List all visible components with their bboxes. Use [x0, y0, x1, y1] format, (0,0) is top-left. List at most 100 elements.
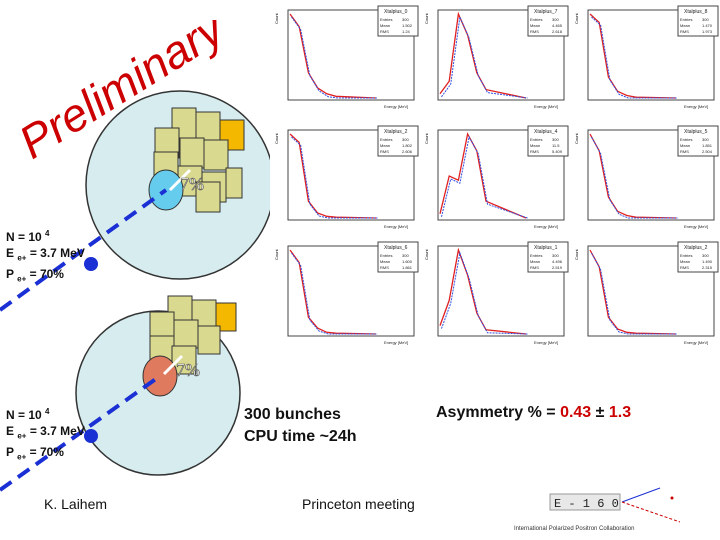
- stats-entries-label: Entries: [680, 17, 692, 22]
- p-line-bottom: P e+ = 70%: [6, 445, 64, 462]
- stats-rms: 2.504: [702, 149, 713, 154]
- y-axis-label: Count: [574, 12, 579, 24]
- x-axis-label: Energy [MeV]: [534, 224, 558, 229]
- stats-rms-label: RMS: [530, 149, 539, 154]
- histogram-panel: Xtalplus_6 Entries 300 Mean 1.600 RMS 1.861 Ene…: [274, 240, 424, 355]
- histogram-svg: Xtalplus_7 Entries 300 Mean 4.465 RMS 2.618 Ene…: [424, 5, 569, 109]
- stats-entries: 300: [552, 253, 559, 258]
- histogram-svg: Xtalplus_2 Entries 300 Mean 1.802 RMS 2.606 Ene…: [274, 125, 419, 229]
- y-axis-label: Count: [574, 132, 579, 144]
- stats-mean-label: Mean: [380, 259, 390, 264]
- x-axis-label: Energy [MeV]: [384, 340, 408, 345]
- histogram-panel: Xtalplus_0 Entries 300 Mean 1.502 RMS 1.24 Ener…: [274, 4, 424, 119]
- x-axis-label: Energy [MeV]: [384, 224, 408, 229]
- stats-entries-label: Entries: [530, 17, 542, 22]
- x-axis-label: Energy [MeV]: [534, 340, 558, 345]
- stats-rms: 1.24: [402, 29, 411, 34]
- stats-entries-label: Entries: [530, 137, 542, 142]
- params-top: N = 10 4 E e+ = 3.7 MeV P e+ = 70%: [6, 226, 85, 288]
- y-axis-label: Count: [424, 248, 429, 260]
- histogram-svg: Xtalplus_4 Entries 300 Mean 11.5 RMS 5.409 Ener…: [424, 125, 569, 229]
- x-axis-label: Energy [MeV]: [384, 104, 408, 109]
- stats-box: [677, 5, 719, 37]
- stats-box: [527, 125, 569, 157]
- beam-line-top: [0, 188, 168, 312]
- y-axis-label: Count: [274, 248, 279, 260]
- stats-entries: 300: [402, 253, 409, 258]
- stats-mean-label: Mean: [380, 23, 390, 28]
- params-bottom: N = 10 4 E e+ = 3.7 MeV P e+ = 70%: [6, 404, 85, 466]
- stats-entries-label: Entries: [530, 253, 542, 258]
- stats-title: Xtalplus_2: [684, 245, 708, 251]
- e160-logo: E - 1 6 0 International Polarized Positr…: [510, 486, 700, 536]
- stats-entries-label: Entries: [680, 137, 692, 142]
- stats-mean: 4.465: [552, 23, 563, 28]
- stats-title: Xtalplus_4: [534, 129, 558, 135]
- stats-title: Xtalplus_7: [534, 9, 558, 15]
- stats-entries: 300: [402, 137, 409, 142]
- histogram-series-red: [289, 13, 377, 99]
- histogram-series-blue: [291, 136, 378, 219]
- x-axis-label: Energy [MeV]: [684, 104, 708, 109]
- stats-box: [377, 5, 419, 37]
- stats-rms-label: RMS: [680, 29, 689, 34]
- histogram-svg: Xtalplus_6 Entries 300 Mean 1.600 RMS 1.861 Ene…: [274, 241, 419, 345]
- histogram-series-blue: [591, 16, 678, 99]
- y-axis-label: Count: [274, 132, 279, 144]
- histogram-series-blue: [441, 15, 528, 99]
- histogram-series-blue: [291, 252, 378, 335]
- histogram-panel: Xtalplus_7 Entries 300 Mean 4.465 RMS 2.618 Ene…: [424, 4, 574, 119]
- percent-label-top: 7%: [180, 174, 205, 195]
- histogram-grid: Xtalplus_0 Entries 300 Mean 1.502 RMS 1.24 Ener…: [270, 0, 720, 355]
- histogram-svg: Xtalplus_5 Entries 300 Mean 1.851 RMS 2.504 Ene…: [574, 125, 719, 229]
- histogram-series-blue: [441, 135, 528, 219]
- histogram-series-blue: [441, 251, 528, 335]
- stats-rms-label: RMS: [530, 265, 539, 270]
- stats-entries: 300: [552, 17, 559, 22]
- y-axis-label: Count: [574, 248, 579, 260]
- stats-box: [527, 241, 569, 273]
- stats-rms: 2.519: [552, 265, 563, 270]
- histogram-svg: Xtalplus_8 Entries 300 Mean 1.470 RMS 1.973 Ene…: [574, 5, 719, 109]
- asymmetry-label: Asymmetry % =: [436, 404, 561, 421]
- stats-box: [377, 125, 419, 157]
- stats-rms: 5.409: [552, 149, 563, 154]
- histogram-series-red: [289, 133, 377, 219]
- author-footer: K. Laihem: [44, 496, 108, 512]
- asymmetry-text: Asymmetry % = 0.43 ± 1.3: [436, 404, 631, 422]
- stats-mean: 1.802: [402, 143, 413, 148]
- histogram-series-blue: [591, 252, 678, 335]
- histogram-series-blue: [591, 136, 678, 219]
- histogram-panel: Xtalplus_4 Entries 300 Mean 11.5 RMS 5.409 Ener…: [424, 124, 574, 239]
- stats-mean: 1.851: [702, 143, 713, 148]
- n-line-top: N = 10 4: [6, 229, 50, 244]
- stats-rms-label: RMS: [680, 265, 689, 270]
- histogram-svg: Xtalplus_1 Entries 300 Mean 4.496 RMS 2.519 Ene…: [424, 241, 569, 345]
- x-axis-label: Energy [MeV]: [684, 340, 708, 345]
- stats-rms: 1.861: [402, 265, 413, 270]
- stats-entries: 300: [702, 137, 709, 142]
- detector-diagram: [0, 90, 270, 492]
- histogram-svg: Xtalplus_0 Entries 300 Mean 1.502 RMS 1.24 Ener…: [274, 5, 419, 109]
- histogram-panel: Xtalplus_5 Entries 300 Mean 1.851 RMS 2.504 Ene…: [574, 124, 720, 239]
- stats-entries-label: Entries: [380, 253, 392, 258]
- histogram-panel: Xtalplus_8 Entries 300 Mean 1.470 RMS 1.973 Ene…: [574, 4, 720, 119]
- stats-title: Xtalplus_0: [384, 9, 408, 15]
- percent-label-bottom: 7%: [176, 360, 201, 381]
- stats-rms: 2.315: [702, 265, 713, 270]
- stats-rms: 2.606: [402, 149, 413, 154]
- bunches-line: 300 bunches: [244, 406, 341, 423]
- crystal-cluster-top: [153, 107, 245, 213]
- stats-entries-label: Entries: [380, 17, 392, 22]
- stats-mean-label: Mean: [680, 259, 690, 264]
- stats-mean-label: Mean: [530, 143, 540, 148]
- plot-frame: [437, 245, 565, 337]
- stats-mean: 11.5: [552, 143, 560, 148]
- polarimeter-dot-bottom: [84, 429, 98, 443]
- stats-title: Xtalplus_2: [384, 129, 408, 135]
- cpu-time-line: CPU time ~24h: [244, 428, 357, 445]
- stats-rms-label: RMS: [380, 29, 389, 34]
- histogram-series-red: [439, 132, 527, 219]
- stats-mean-label: Mean: [680, 143, 690, 148]
- stats-mean: 4.496: [552, 259, 563, 264]
